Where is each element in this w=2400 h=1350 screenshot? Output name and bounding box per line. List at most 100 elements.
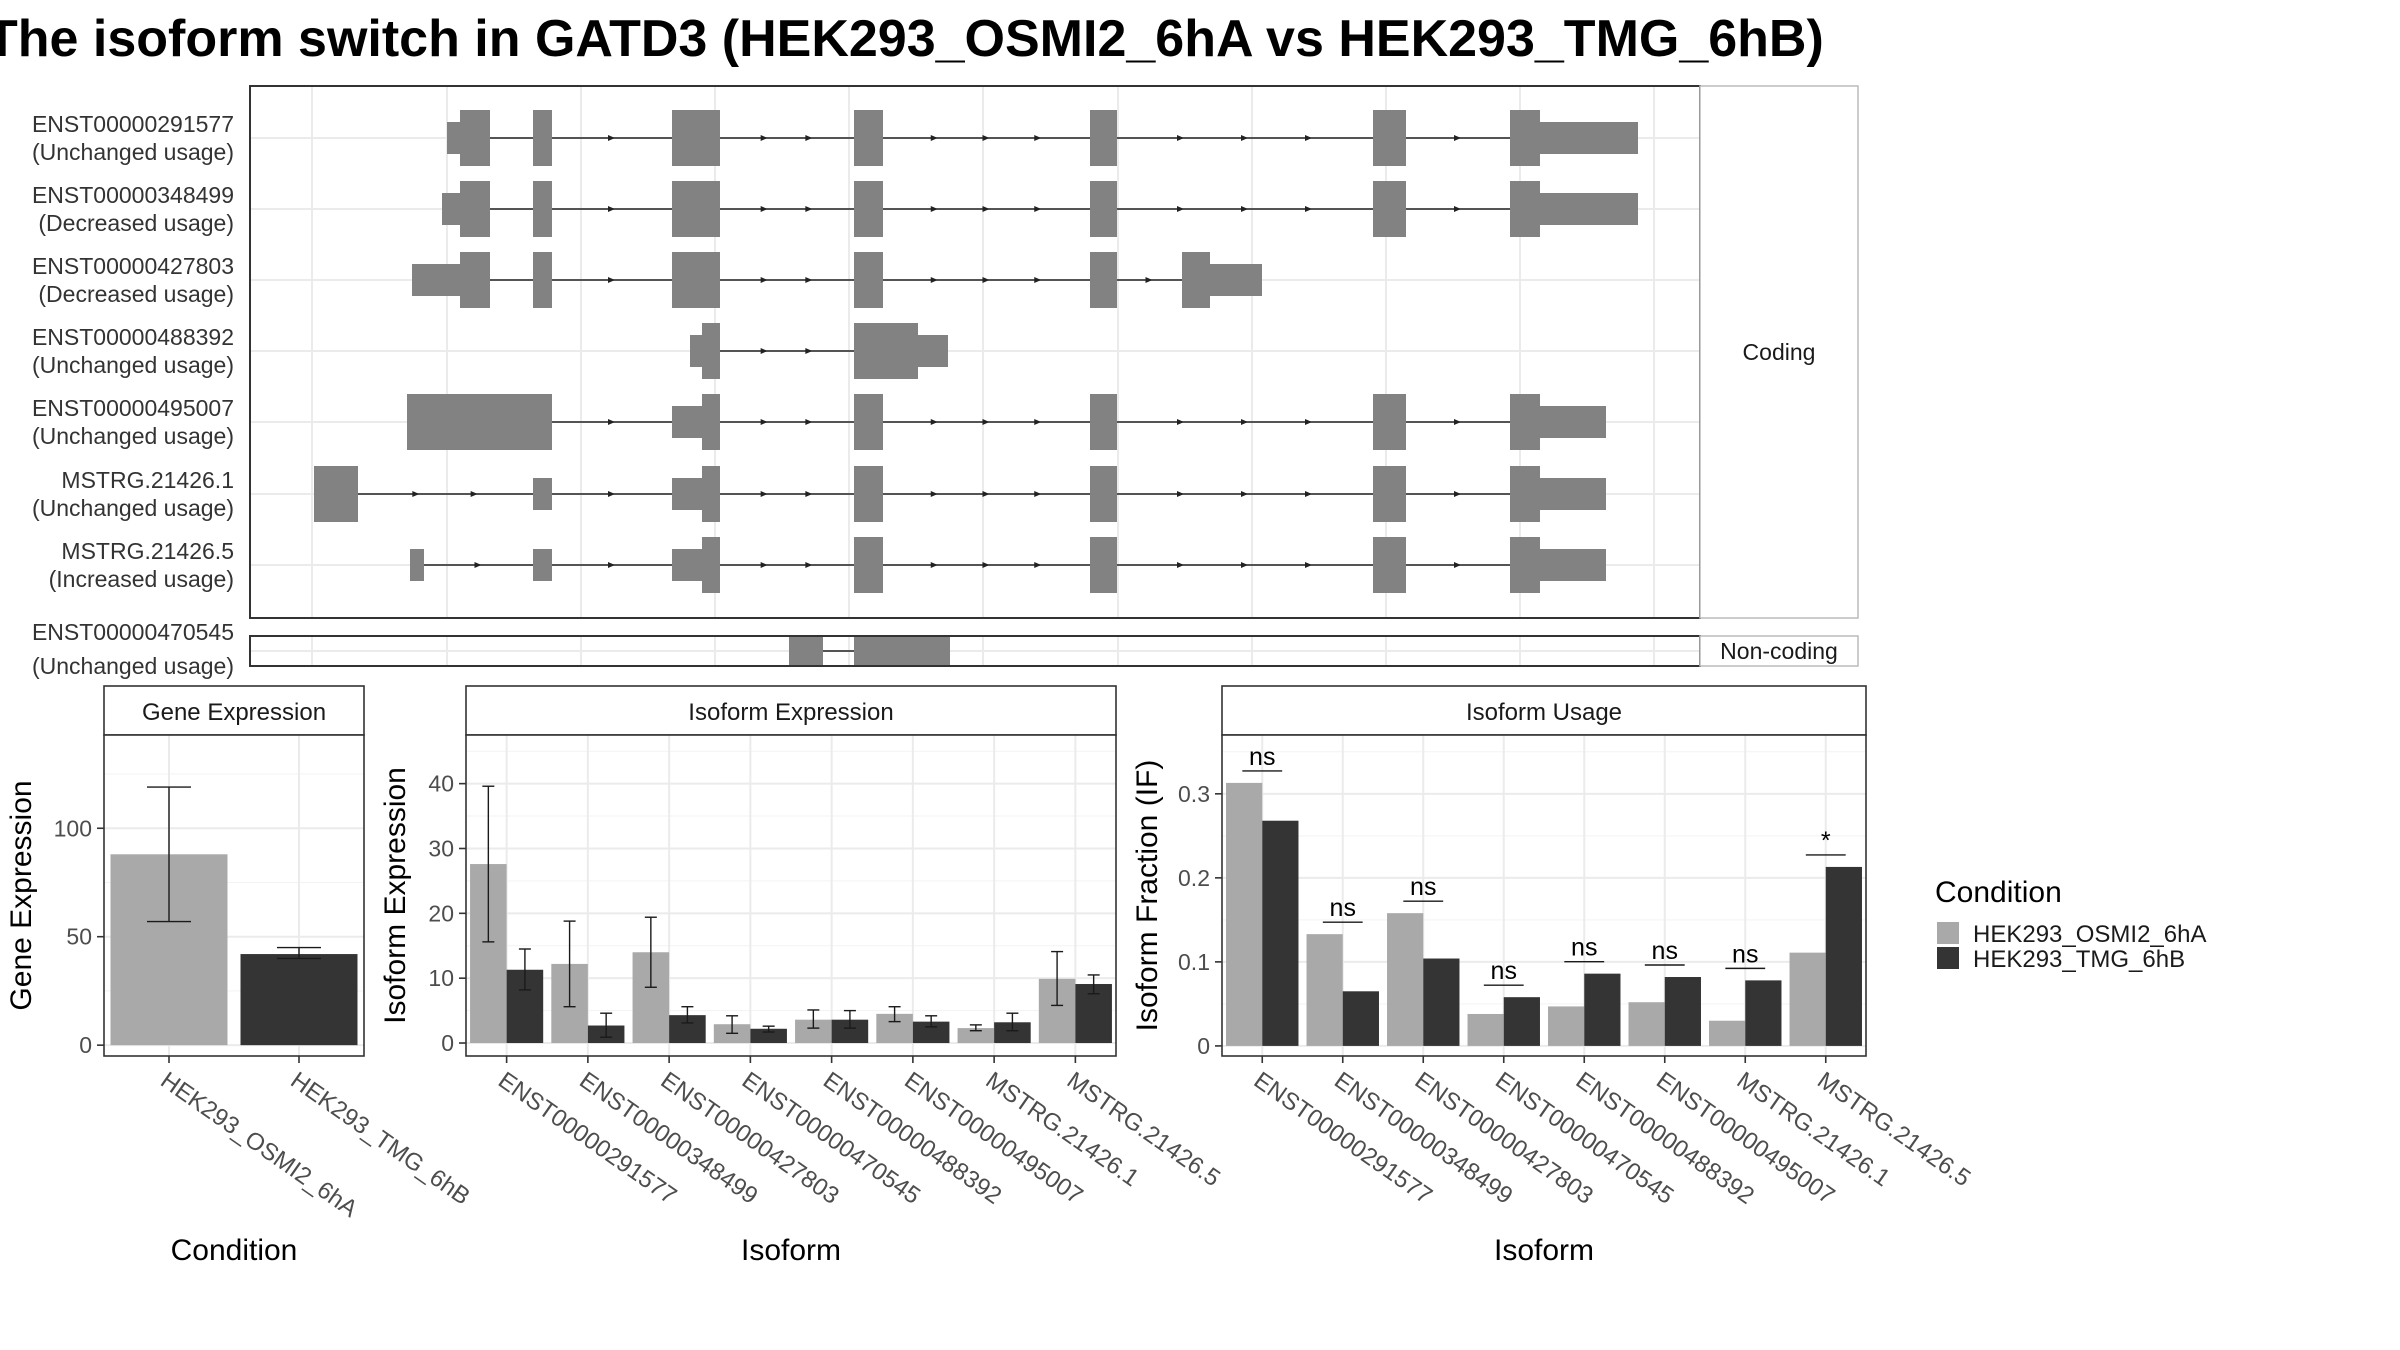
significance-label: ns <box>1571 934 1597 962</box>
x-axis-title: Isoform <box>1494 1234 1594 1267</box>
coding-transcript-3-direction-arrow <box>805 348 813 354</box>
bar-MSTRG.21426.1-HEK293_TMG_6hB <box>994 1022 1031 1044</box>
coding-transcript-2-exon <box>854 252 883 308</box>
coding-transcript-0-direction-arrow <box>1177 135 1184 141</box>
coding-transcript-6-direction-arrow <box>1305 562 1312 568</box>
coding-transcript-6-direction-arrow <box>1454 562 1461 568</box>
transcript-usage-label: (Decreased usage) <box>38 210 234 236</box>
coding-transcript-3-exon <box>854 323 918 379</box>
y-axis-title: Isoform Expression <box>379 767 412 1024</box>
y-tick-label: 0.2 <box>1178 865 1210 891</box>
coding-transcript-6-direction-arrow <box>982 562 990 568</box>
coding-transcript-0-direction-arrow <box>1034 135 1042 141</box>
panel-title: Isoform Expression <box>688 699 893 726</box>
transcript-usage-label: (Decreased usage) <box>38 281 234 307</box>
coding-transcript-2-exon <box>1090 252 1117 308</box>
coding-transcript-6-exon <box>702 537 720 593</box>
significance-label: ns <box>1249 743 1275 771</box>
coding-transcript-2-exon <box>533 252 552 308</box>
y-axis-title: Gene Expression <box>5 780 38 1010</box>
x-axis-title: Isoform <box>741 1234 841 1267</box>
y-tick-label: 10 <box>428 965 454 991</box>
coding-transcript-4-exon <box>672 406 702 438</box>
coding-transcript-6-direction-arrow <box>1034 562 1042 568</box>
coding-transcript-4-exon <box>854 394 883 450</box>
noncoding-facet-strip <box>1699 635 1859 667</box>
coding-transcript-4-direction-arrow <box>1305 419 1312 425</box>
coding-transcript-5-direction-arrow <box>982 491 990 497</box>
legend-title: Condition <box>1935 876 2062 909</box>
bar-ENST00000348499-HEK293_TMG_6hB <box>1342 991 1379 1046</box>
transcript-usage-label: (Unchanged usage) <box>32 352 234 378</box>
coding-transcript-5-direction-arrow <box>412 491 420 497</box>
coding-transcript-5-direction-arrow <box>760 491 768 497</box>
coding-transcript-1-exon <box>442 193 460 225</box>
coding-transcript-2-exon <box>460 252 490 308</box>
coding-transcript-5-exon <box>533 478 552 510</box>
coding-transcript-5-direction-arrow <box>1177 491 1184 497</box>
coding-transcript-2-direction-arrow <box>1034 277 1042 283</box>
coding-transcript-5-exon <box>1090 466 1117 522</box>
coding-transcript-4-direction-arrow <box>1034 419 1042 425</box>
bar-ENST00000495007-HEK293_OSMI2_6hA <box>1628 1002 1665 1046</box>
coding-transcript-4-exon <box>1510 394 1540 450</box>
coding-transcript-4-direction-arrow <box>1454 419 1461 425</box>
coding-transcript-5-direction-arrow <box>470 491 478 497</box>
transcript-id-label: ENST00000495007 <box>32 395 234 421</box>
coding-transcript-6-exon <box>410 549 424 581</box>
coding-transcript-5-exon <box>854 466 883 522</box>
y-tick-label: 0 <box>1197 1033 1210 1059</box>
coding-transcript-4-exon <box>407 394 552 450</box>
y-tick-label: 40 <box>428 771 454 797</box>
coding-transcript-0-exon <box>533 110 552 166</box>
bar-MSTRG.21426.1-HEK293_TMG_6hB <box>1745 980 1782 1046</box>
coding-transcript-0-exon <box>1090 110 1117 166</box>
legend-item-label: HEK293_TMG_6hB <box>1973 946 2185 973</box>
panel-border <box>103 734 365 1057</box>
coding-transcript-2-direction-arrow <box>982 277 990 283</box>
coding-transcript-2-direction-arrow <box>1145 277 1153 283</box>
noncoding-transcript-exon <box>789 635 823 667</box>
transcript-usage-label: (Unchanged usage) <box>32 495 234 521</box>
coding-transcript-1-exon <box>1540 193 1638 225</box>
bar-ENST00000495007-HEK293_TMG_6hB <box>912 1021 950 1044</box>
coding-transcript-5-exon <box>702 466 720 522</box>
coding-transcript-6-exon <box>1090 537 1117 593</box>
coding-transcript-2-direction-arrow <box>805 277 813 283</box>
bar-HEK293_TMG_6hB <box>240 954 358 1046</box>
coding-transcript-6-exon <box>854 537 883 593</box>
coding-transcript-2-direction-arrow <box>760 277 768 283</box>
coding-transcript-1-exon <box>1090 181 1117 237</box>
bar-ENST00000427803-HEK293_OSMI2_6hA <box>1387 913 1424 1046</box>
transcript-usage-label: (Unchanged usage) <box>32 139 234 165</box>
coding-transcript-1-direction-arrow <box>1034 206 1042 212</box>
coding-transcript-4-direction-arrow <box>608 419 615 425</box>
panel-border <box>1221 734 1867 1057</box>
coding-transcript-1-exon <box>460 181 490 237</box>
coding-transcript-1-direction-arrow <box>1454 206 1461 212</box>
transcript-id-label: ENST00000427803 <box>32 253 234 279</box>
coding-transcript-1-direction-arrow <box>608 206 615 212</box>
significance-label: * <box>1821 827 1831 855</box>
transcript-id-label: MSTRG.21426.5 <box>61 538 234 564</box>
coding-transcript-2-exon <box>672 252 720 308</box>
coding-transcript-4-direction-arrow <box>930 419 938 425</box>
coding-transcript-5-exon <box>1540 478 1606 510</box>
transcript-usage-label: (Unchanged usage) <box>32 653 234 679</box>
coding-transcript-6-direction-arrow <box>474 562 482 568</box>
bar-MSTRG.21426.1-HEK293_OSMI2_6hA <box>957 1028 995 1044</box>
bar-MSTRG.21426.5-HEK293_TMG_6hB <box>1825 866 1862 1046</box>
panel-title: Gene Expression <box>142 699 326 726</box>
coding-transcript-6-exon <box>533 549 552 581</box>
coding-transcript-1-direction-arrow <box>1241 206 1248 212</box>
coding-transcript-1-exon <box>672 181 720 237</box>
coding-transcript-4-direction-arrow <box>1177 419 1184 425</box>
coding-transcript-6-direction-arrow <box>1241 562 1248 568</box>
coding-transcript-3-exon <box>690 335 702 367</box>
legend-swatch <box>1937 947 1959 969</box>
significance-label: ns <box>1410 873 1436 901</box>
coding-transcript-5-direction-arrow <box>1034 491 1042 497</box>
coding-transcript-0-exon <box>460 110 490 166</box>
